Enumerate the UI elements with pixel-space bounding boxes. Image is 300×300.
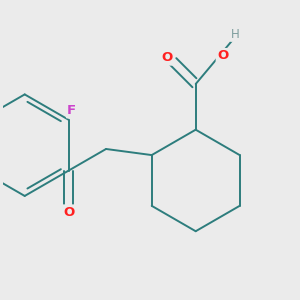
Text: F: F (67, 104, 76, 117)
Text: O: O (217, 49, 228, 62)
Text: O: O (161, 51, 172, 64)
Text: O: O (63, 206, 74, 219)
Text: H: H (231, 28, 240, 41)
